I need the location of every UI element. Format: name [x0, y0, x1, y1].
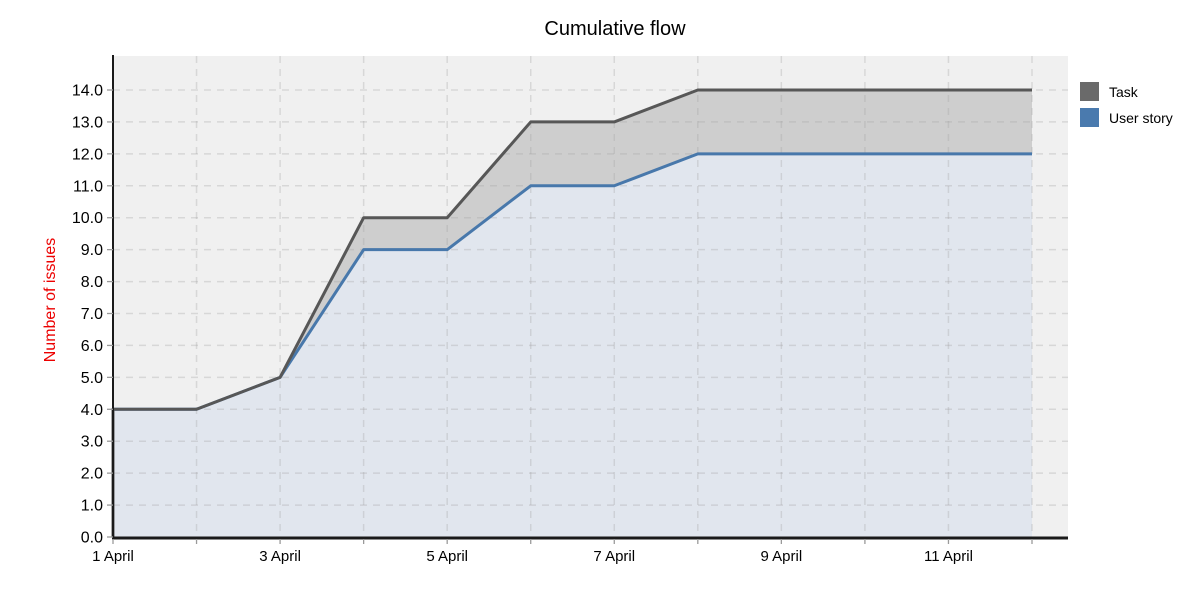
chart-title: Cumulative flow	[544, 18, 686, 40]
x-tick-label: 9 April	[761, 548, 803, 565]
legend-item-task: Task	[1080, 82, 1173, 101]
legend: Task User story	[1080, 82, 1173, 127]
user-story-swatch-icon	[1080, 108, 1099, 127]
y-tick-label: 13.0	[72, 114, 103, 131]
legend-label-task: Task	[1109, 83, 1138, 100]
legend-item-user-story: User story	[1080, 108, 1173, 127]
y-tick-label: 8.0	[81, 274, 103, 291]
x-tick-labels: 1 April 3 April 5 April 7 April 9 April 11 Ap…	[92, 548, 973, 565]
y-tick-label: 4.0	[81, 402, 103, 419]
y-tick-label: 1.0	[81, 498, 103, 515]
tick-marks	[107, 89, 1033, 544]
x-tick-label: 5 April	[426, 548, 468, 565]
y-tick-label: 9.0	[81, 242, 103, 259]
x-tick-label: 1 April	[92, 548, 134, 565]
x-tick-label: 7 April	[593, 548, 635, 565]
legend-label-user-story: User story	[1109, 109, 1173, 126]
x-tick-label: 3 April	[259, 548, 301, 565]
y-tick-labels: 0.0 1.0 2.0 3.0 4.0 5.0 6.0 7.0 8.0 9.0 10.0 11.0 12…	[72, 83, 103, 547]
x-tick-label: 11 April	[924, 548, 973, 565]
y-tick-label: 5.0	[81, 370, 103, 387]
y-tick-label: 7.0	[81, 306, 103, 323]
user-story-area-fill	[113, 153, 1032, 537]
y-tick-label: 11.0	[73, 178, 103, 195]
y-axis-title: Number of issues	[42, 237, 59, 363]
y-tick-label: 2.0	[81, 466, 103, 483]
y-tick-label: 14.0	[72, 83, 103, 100]
y-tick-label: 3.0	[81, 434, 103, 451]
y-tick-label: 12.0	[72, 146, 103, 163]
y-tick-label: 6.0	[81, 338, 103, 355]
y-tick-label: 0.0	[81, 530, 103, 547]
y-tick-label: 10.0	[72, 210, 103, 227]
task-swatch-icon	[1080, 82, 1099, 101]
task-line	[111, 88, 1032, 537]
